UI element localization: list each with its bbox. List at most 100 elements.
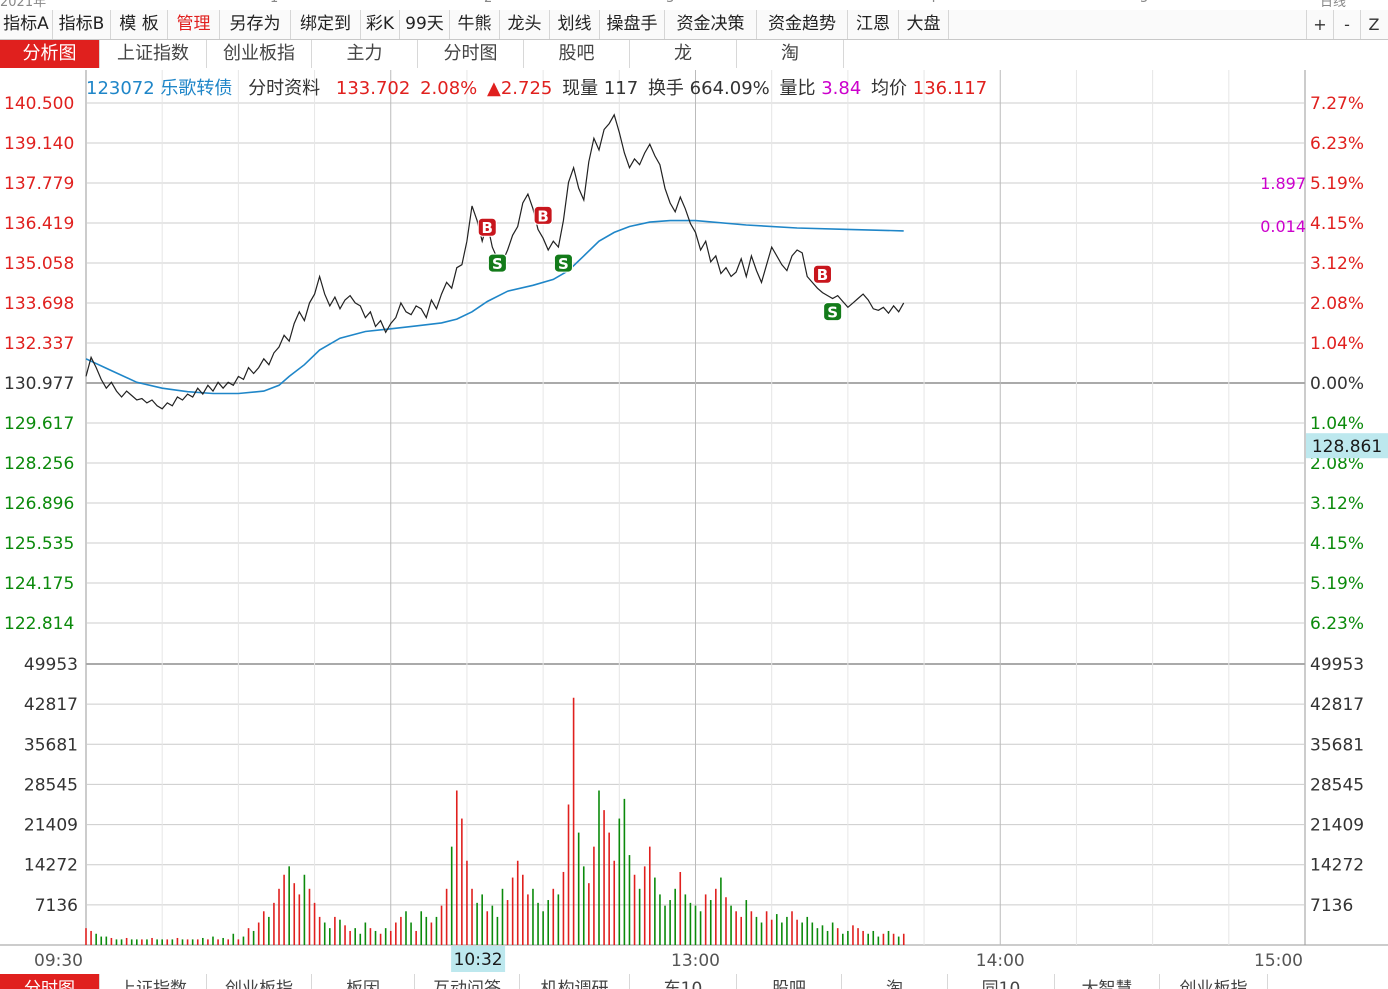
signal-label: B <box>482 219 493 237</box>
volume-bars <box>85 697 905 945</box>
bottom-tab-7[interactable]: 股吧 <box>737 974 842 989</box>
tab-2[interactable]: 创业板指 <box>207 40 312 68</box>
toolbar-button-8[interactable]: 牛熊 <box>450 10 500 39</box>
zoom-control-1[interactable]: - <box>1333 10 1360 39</box>
toolbar-button-4[interactable]: 另存为 <box>220 10 291 39</box>
cursor-time-box <box>451 946 506 972</box>
vol-label: 现量 <box>562 78 599 99</box>
pct-tick-1: 6.23% <box>1310 134 1364 154</box>
time-label-0: 09:30 <box>34 951 83 971</box>
bottom-tab-10[interactable]: 大智慧 <box>1055 974 1160 989</box>
avg-price-line <box>85 219 904 395</box>
tab-3[interactable]: 主力 <box>312 40 418 68</box>
vol-tick-right-0: 49953 <box>1310 655 1364 675</box>
bottom-tab-2[interactable]: 创业板指 <box>207 974 312 989</box>
bottom-tab-6[interactable]: 东10 <box>630 974 737 989</box>
cursor-price-label: 128.861 <box>1312 437 1382 457</box>
toolbar-button-7[interactable]: 99天 <box>400 10 450 39</box>
toolbar-button-3[interactable]: 管理 <box>168 10 220 39</box>
toolbar-button-15[interactable]: 大盘 <box>899 10 949 39</box>
section-label: 分时资料 <box>248 78 321 99</box>
grid <box>0 70 1388 946</box>
toolbar-button-9[interactable]: 龙头 <box>500 10 550 39</box>
axis-labels: 140.500 7.27% 139.140 6.23% 137.779 5.19% 136.… <box>4 94 1364 971</box>
price-tick-11: 125.535 <box>4 534 74 554</box>
bottom-tab-9[interactable]: 同10 <box>948 974 1055 989</box>
avg-value: 136.117 <box>912 78 988 99</box>
toolbar-button-5[interactable]: 绑定到 <box>291 10 361 39</box>
indicator-value-1: 0.014 <box>1260 217 1306 236</box>
tab-7[interactable]: 淘 <box>737 40 844 68</box>
bottom-tab-11[interactable]: 创业板指 <box>1160 974 1268 989</box>
top-mark-3: 3 <box>666 0 674 6</box>
vol-tick-left-0: 49953 <box>24 655 78 675</box>
vol-tick-right-2: 35681 <box>1310 735 1364 755</box>
tab-1[interactable]: 上证指数 <box>100 40 207 68</box>
bottom-tab-4[interactable]: 互动问答 <box>415 974 520 989</box>
ratio-label: 量比 <box>779 78 816 99</box>
bottom-tab-8[interactable]: 淘 <box>842 974 948 989</box>
tab-5[interactable]: 股吧 <box>524 40 630 68</box>
pct-tick-13: 6.23% <box>1310 614 1364 634</box>
zoom-control-2[interactable]: Z <box>1360 10 1387 39</box>
vol-tick-left-6: 7136 <box>35 896 78 916</box>
toolbar-button-11[interactable]: 操盘手 <box>600 10 665 39</box>
change-value: ▲2.725 <box>487 78 553 99</box>
toolbar: 指标A 指标B 模 板管理 另存为 绑定到 彩K 99天 牛熊 龙头 划线 操盘手 资金决策 资金趋势江… <box>0 10 1388 40</box>
time-label-2: 14:00 <box>976 951 1025 971</box>
bottom-tab-3[interactable]: 板因 <box>312 974 415 989</box>
pct-tick-2: 5.19% <box>1310 174 1364 194</box>
pct-tick-6: 1.04% <box>1310 334 1364 354</box>
tab-0[interactable]: 分析图 <box>0 40 100 68</box>
pct-tick-0: 7.27% <box>1310 94 1364 114</box>
cursor-price-box <box>1306 433 1388 459</box>
toolbar-button-13[interactable]: 资金趋势 <box>757 10 848 39</box>
toolbar-button-2[interactable]: 模 板 <box>111 10 168 39</box>
signal-label: B <box>537 207 548 225</box>
signal-badge <box>553 253 573 273</box>
vol-tick-left-5: 14272 <box>24 856 78 876</box>
price-tick-6: 132.337 <box>4 334 74 354</box>
price-tick-2: 137.779 <box>4 174 74 194</box>
code-name[interactable]: 123072 乐歌转债 <box>86 78 233 99</box>
tab-4[interactable]: 分时图 <box>418 40 524 68</box>
price-tick-8: 129.617 <box>4 414 74 434</box>
cursor-marks: 128.861 10:32 <box>451 433 1388 972</box>
top-mark-4: 4 <box>928 0 936 6</box>
price-tick-12: 124.175 <box>4 574 74 594</box>
turnover-value: 664.09% <box>689 78 770 99</box>
indicator-values: 1.897 0.014 <box>1260 174 1306 236</box>
bottom-tabs: 分时图 上证指数 创业板指 板因 互动问答 机构调研 东10 股吧淘同10 大智慧 创业板指 <box>0 974 1388 989</box>
price-tick-4: 135.058 <box>4 254 74 274</box>
signal-badge <box>823 302 843 322</box>
signal-label: B <box>817 266 828 284</box>
price-tick-3: 136.419 <box>4 214 74 234</box>
bottom-tab-0[interactable]: 分时图 <box>0 974 100 989</box>
vol-tick-right-5: 14272 <box>1310 856 1364 876</box>
sell-signal: S <box>823 302 843 322</box>
bottom-tab-1[interactable]: 上证指数 <box>100 974 207 989</box>
toolbar-button-1[interactable]: 指标B <box>53 10 111 39</box>
info-bar: 123072 乐歌转债 分时资料 133.702 2.08% ▲2.725 现量… <box>86 74 987 100</box>
pct-tick-8: 1.04% <box>1310 414 1364 434</box>
tab-6[interactable]: 龙 <box>630 40 737 68</box>
zoom-control-0[interactable]: + <box>1306 10 1333 39</box>
toolbar-button-0[interactable]: 指标A <box>0 10 53 39</box>
price-tick-13: 122.814 <box>4 614 74 634</box>
top-mark-5: 5 <box>1140 0 1148 6</box>
toolbar-button-6[interactable]: 彩K <box>361 10 400 39</box>
bottom-tab-5[interactable]: 机构调研 <box>520 974 630 989</box>
pct-tick-5: 2.08% <box>1310 294 1364 314</box>
vol-value: 117 <box>603 78 639 99</box>
buy-signal: B <box>477 217 497 237</box>
pct-tick-7: 0.00% <box>1310 374 1364 394</box>
toolbar-button-12[interactable]: 资金决策 <box>665 10 757 39</box>
pct-tick-11: 4.15% <box>1310 534 1364 554</box>
toolbar-button-10[interactable]: 划线 <box>550 10 600 39</box>
price-tick-7: 130.977 <box>4 374 74 394</box>
pct-value: 2.08% <box>420 78 478 99</box>
signal-badge <box>487 253 507 273</box>
toolbar-button-14[interactable]: 江恩 <box>848 10 899 39</box>
